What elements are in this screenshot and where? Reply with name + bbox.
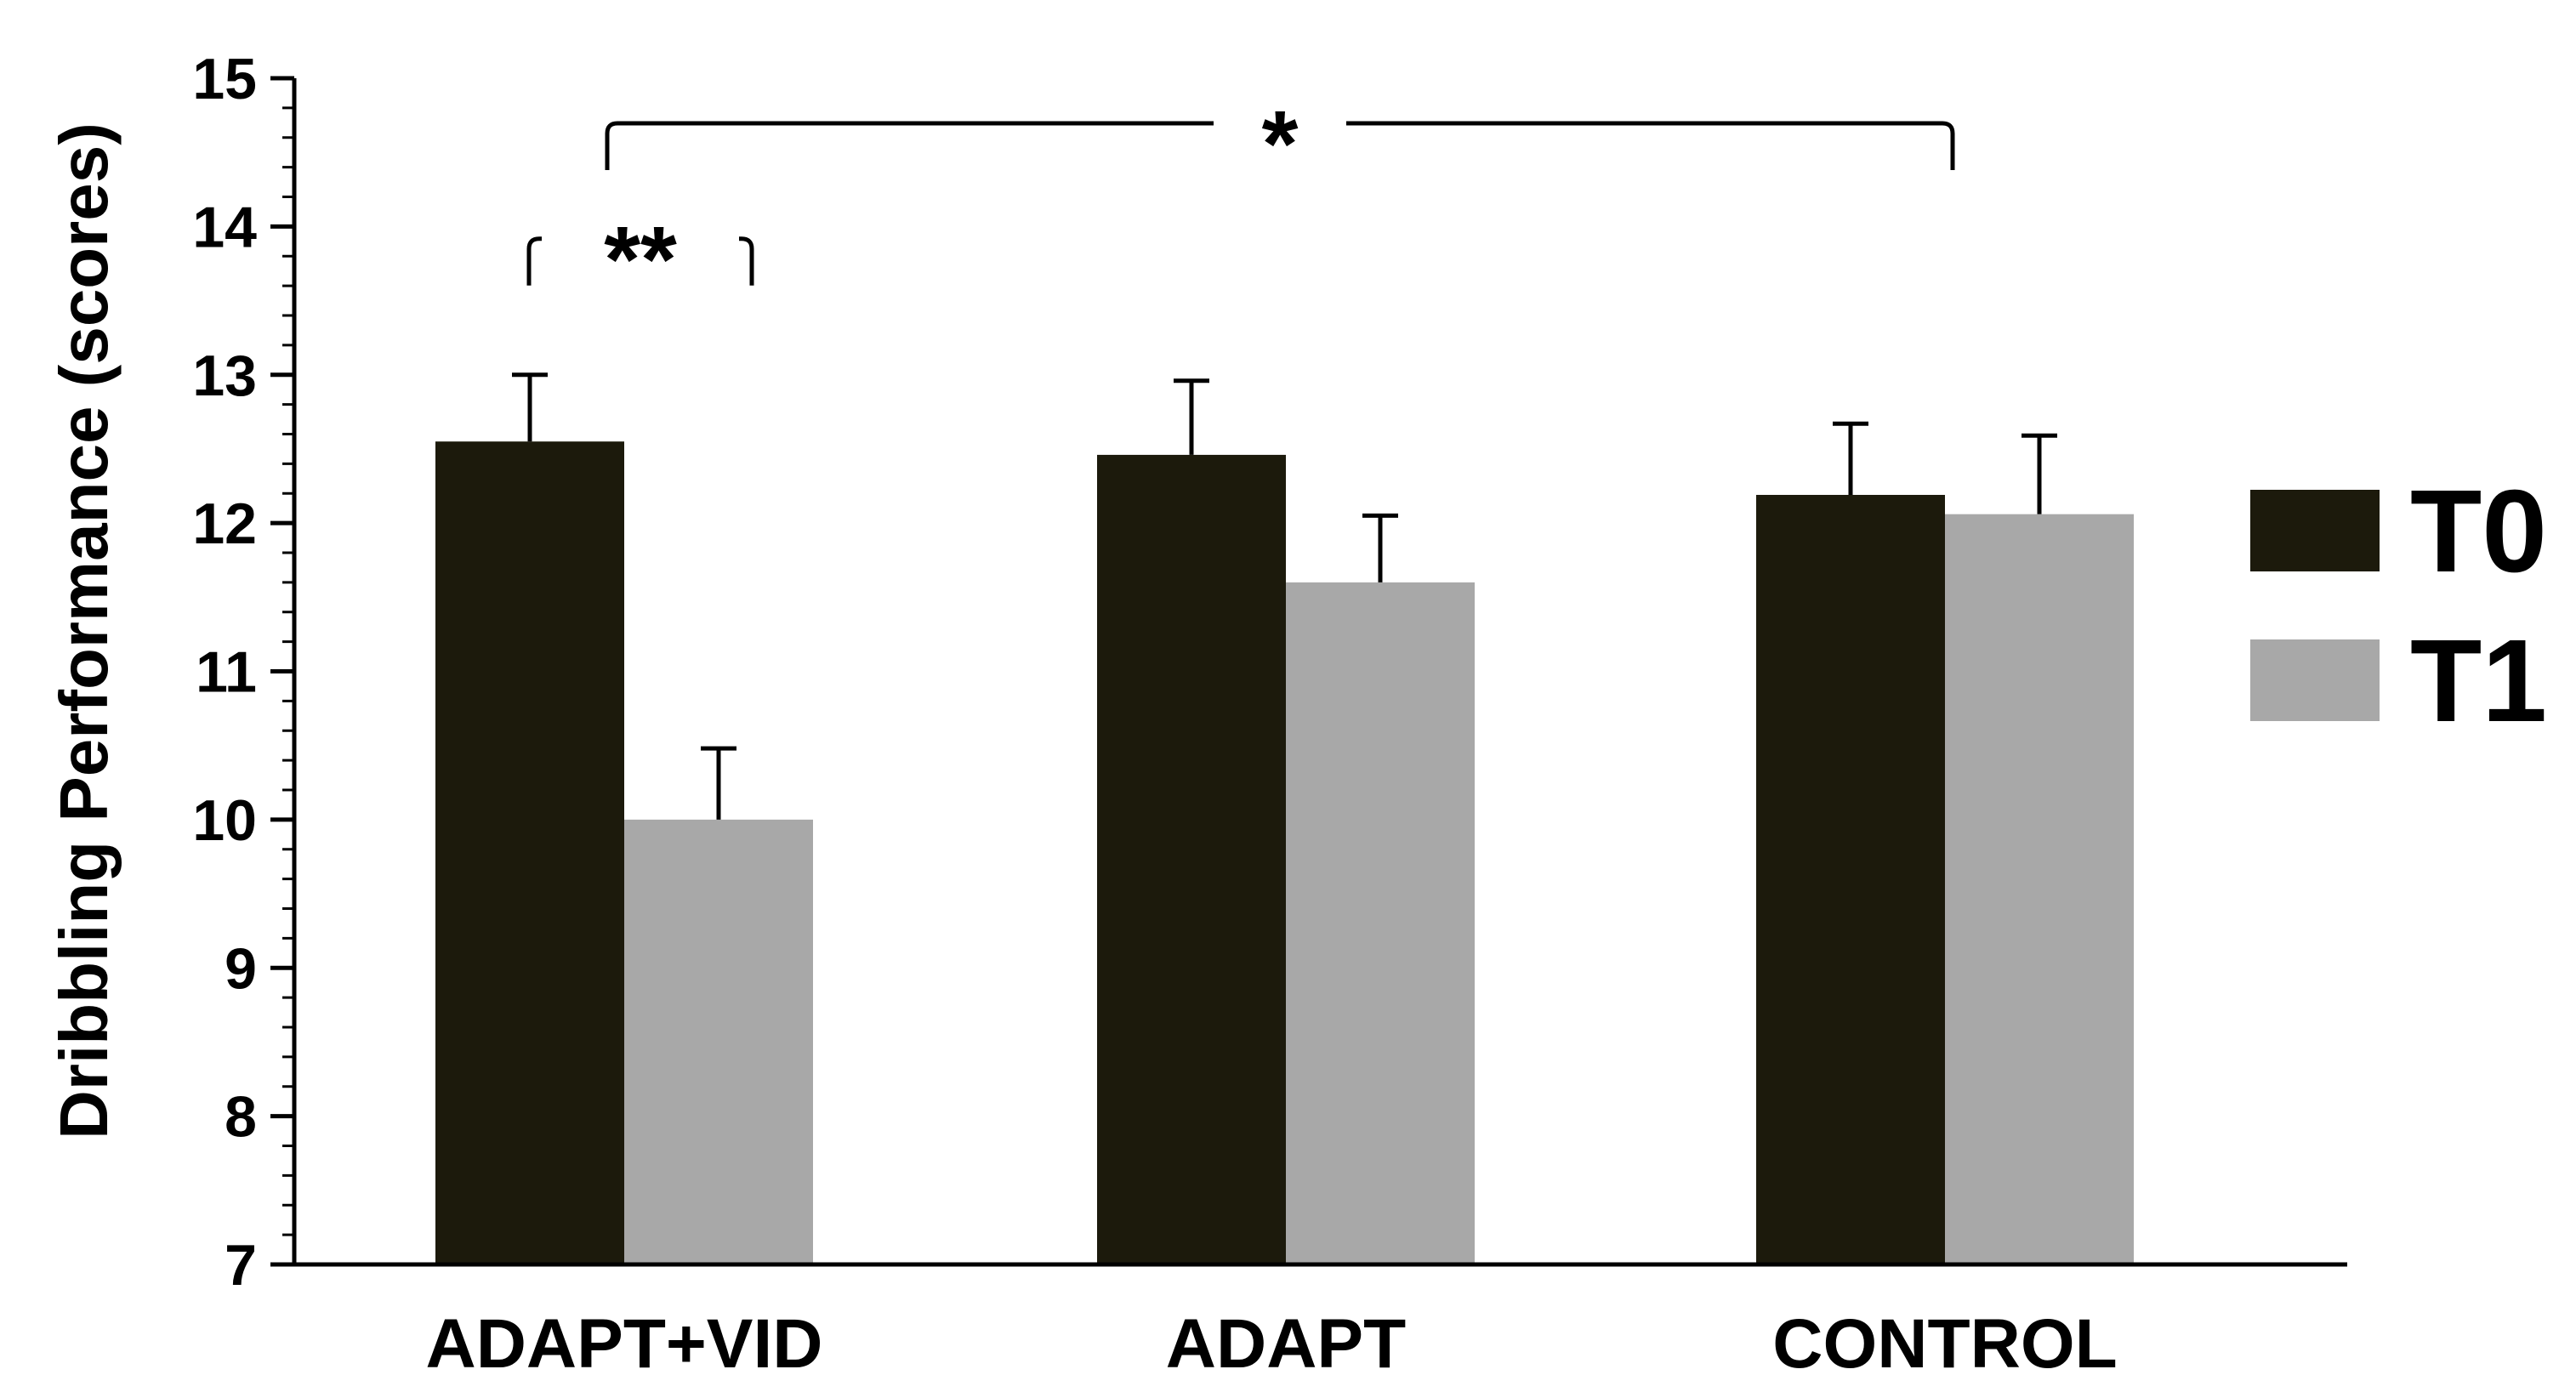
y-tick-label-9: 9: [225, 936, 257, 1001]
legend-label-t1: T1: [2410, 616, 2547, 747]
bar-t1-control: [1945, 514, 2134, 1264]
error-bars-layer: [512, 372, 2057, 820]
y-ticks-layer: 7 8 9 10 11 12 13 14 15: [192, 47, 294, 1298]
y-tick-label-15: 15: [192, 47, 257, 111]
bar-t1-adapt-vid: [624, 819, 813, 1264]
x-category-label-control: CONTROL: [1772, 1305, 2117, 1383]
y-tick-label-8: 8: [225, 1085, 257, 1150]
legend-label-t0: T0: [2410, 466, 2547, 597]
significance-bracket-1: [526, 236, 754, 286]
legend-swatch-t1: [2250, 639, 2380, 721]
y-tick-label-14: 14: [192, 195, 257, 259]
significance-bracket-2: [605, 121, 1955, 170]
x-category-label-adapt: ADAPT: [1166, 1305, 1406, 1383]
significance-layer: ***: [526, 92, 1955, 312]
bar-t0-adapt: [1097, 454, 1286, 1264]
bars-layer: [435, 441, 2134, 1264]
bar-t1-adapt: [1286, 582, 1475, 1264]
y-tick-label-10: 10: [192, 788, 257, 853]
y-tick-label-12: 12: [192, 491, 257, 556]
significance-label-2: *: [1262, 92, 1299, 196]
y-tick-label-11: 11: [196, 640, 257, 705]
y-axis-label-group: Dribbling Performance (scores): [46, 122, 122, 1139]
x-category-labels-layer: ADAPT+VID ADAPT CONTROL: [425, 1305, 2117, 1383]
x-category-label-adapt-vid: ADAPT+VID: [425, 1305, 822, 1383]
bar-t0-control: [1756, 494, 1945, 1264]
bar-t0-adapt-vid: [435, 441, 624, 1264]
significance-label-1: **: [604, 207, 677, 312]
y-axis-label: Dribbling Performance (scores): [46, 122, 122, 1139]
y-tick-label-13: 13: [192, 344, 257, 408]
legend-swatch-t0: [2250, 490, 2380, 571]
y-tick-label-7: 7: [225, 1233, 257, 1298]
